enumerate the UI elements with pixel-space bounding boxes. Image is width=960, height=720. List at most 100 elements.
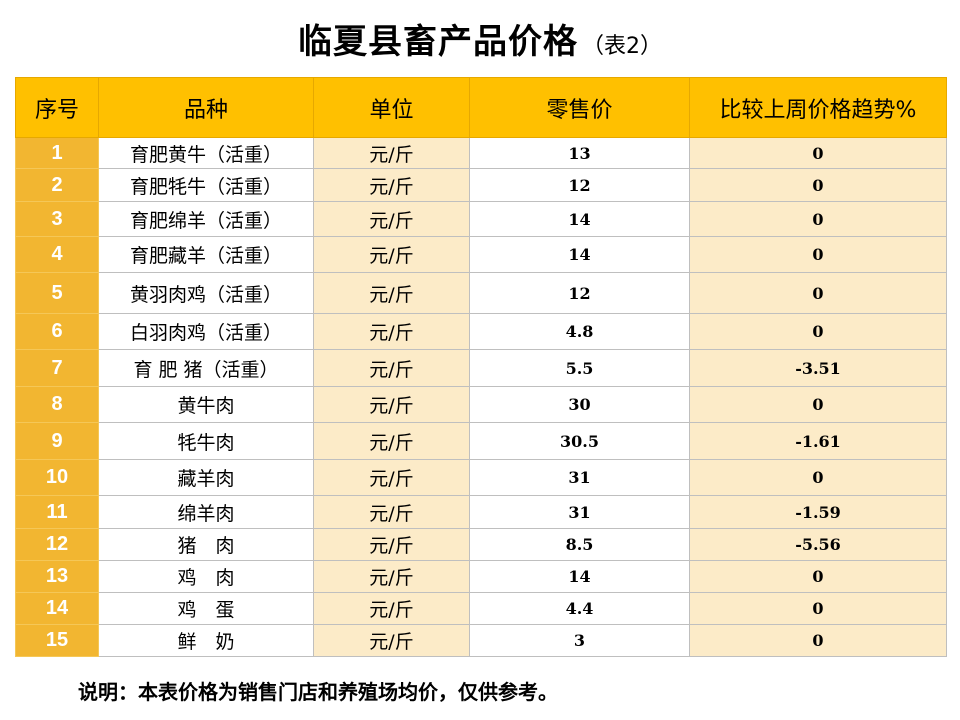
price-table: 序号 品种 单位 零售价 比较上周价格趋势% 1 育肥黄牛（活重） 元/斤 13 0 2 育… [15, 77, 947, 657]
row-price: 30.5 [469, 422, 690, 460]
table-body: 1 育肥黄牛（活重） 元/斤 13 0 2 育肥牦牛（活重） 元/斤 12 0 3 育肥绵羊（活重）元… [15, 137, 947, 657]
table-row: 6 白羽肉鸡（活重） 元/斤 4.8 0 [15, 313, 947, 350]
row-price: 12 [469, 272, 690, 314]
table-row: 8 黄牛肉 元/斤 30 0 [15, 386, 947, 423]
row-item: 育肥黄牛（活重） [98, 137, 314, 169]
row-item: 黄牛肉 [98, 386, 314, 423]
row-change: 0 [689, 386, 947, 423]
row-change: 0 [689, 272, 947, 314]
row-item: 鲜 奶 [98, 624, 314, 657]
row-change: -3.51 [689, 349, 947, 387]
title-block: 临夏县畜产品价格 （表2） [0, 14, 960, 63]
row-price: 4.4 [469, 592, 690, 625]
row-item: 牦牛肉 [98, 422, 314, 460]
row-index: 14 [15, 592, 99, 625]
row-index: 3 [15, 201, 99, 237]
row-price: 5.5 [469, 349, 690, 387]
row-item: 白羽肉鸡（活重） [98, 313, 314, 350]
row-price: 3 [469, 624, 690, 657]
row-price: 14 [469, 201, 690, 237]
table-row: 9 牦牛肉 元/斤 30.5 -1.61 [15, 422, 947, 460]
header-item: 品种 [98, 77, 314, 138]
table-row: 4 育肥藏羊（活重） 元/斤 14 0 [15, 236, 947, 273]
row-item: 猪 肉 [98, 528, 314, 561]
row-index: 15 [15, 624, 99, 657]
row-index: 6 [15, 313, 99, 350]
row-unit: 元/斤 [313, 592, 470, 625]
table-row: 10 藏羊肉 元/斤 31 0 [15, 459, 947, 496]
row-unit: 元/斤 [313, 528, 470, 561]
row-unit: 元/斤 [313, 236, 470, 273]
table-row: 13 鸡 肉元/斤 14 0 [15, 560, 947, 593]
row-unit: 元/斤 [313, 386, 470, 423]
table-row: 12 猪 肉元/斤 8.5 -5.56 [15, 528, 947, 561]
row-change: 0 [689, 137, 947, 169]
table-row: 14 鸡 蛋元/斤 4.4 0 [15, 592, 947, 625]
row-change: -1.59 [689, 495, 947, 529]
row-price: 30 [469, 386, 690, 423]
row-change: -1.61 [689, 422, 947, 460]
row-item: 育肥绵羊（活重） [98, 201, 314, 237]
row-index: 11 [15, 495, 99, 529]
row-index: 13 [15, 560, 99, 593]
row-index: 9 [15, 422, 99, 460]
row-index: 2 [15, 168, 99, 202]
row-price: 8.5 [469, 528, 690, 561]
row-index: 1 [15, 137, 99, 169]
row-price: 13 [469, 137, 690, 169]
row-price: 12 [469, 168, 690, 202]
row-unit: 元/斤 [313, 422, 470, 460]
row-change: 0 [689, 201, 947, 237]
row-price: 31 [469, 495, 690, 529]
row-unit: 元/斤 [313, 168, 470, 202]
row-price: 4.8 [469, 313, 690, 350]
header-change: 比较上周价格趋势% [689, 77, 947, 138]
row-unit: 元/斤 [313, 313, 470, 350]
header-index: 序号 [15, 77, 99, 138]
table-row: 3 育肥绵羊（活重） 元/斤 14 0 [15, 201, 947, 237]
row-item: 鸡 蛋 [98, 592, 314, 625]
row-price: 31 [469, 459, 690, 496]
row-change: -5.56 [689, 528, 947, 561]
row-index: 4 [15, 236, 99, 273]
row-change: 0 [689, 459, 947, 496]
page-subtitle: （表2） [582, 34, 662, 59]
table-row: 5 黄羽肉鸡（活重） 元/斤 12 0 [15, 272, 947, 314]
page-title: 临夏县畜产品价格 [298, 22, 578, 62]
table-row: 15 鲜 奶元/斤 3 0 [15, 624, 947, 657]
row-change: 0 [689, 560, 947, 593]
table-row: 1 育肥黄牛（活重） 元/斤 13 0 [15, 137, 947, 169]
row-index: 5 [15, 272, 99, 314]
row-item: 育肥牦牛（活重） [98, 168, 314, 202]
row-price: 14 [469, 560, 690, 593]
row-unit: 元/斤 [313, 349, 470, 387]
row-unit: 元/斤 [313, 272, 470, 314]
row-unit: 元/斤 [313, 201, 470, 237]
row-unit: 元/斤 [313, 459, 470, 496]
row-item: 育 肥 猪（活重） [98, 349, 314, 387]
row-change: 0 [689, 624, 947, 657]
row-price: 14 [469, 236, 690, 273]
row-item: 鸡 肉 [98, 560, 314, 593]
row-item: 黄羽肉鸡（活重） [98, 272, 314, 314]
row-item: 育肥藏羊（活重） [98, 236, 314, 273]
row-item: 藏羊肉 [98, 459, 314, 496]
header-price: 零售价 [469, 77, 690, 138]
row-change: 0 [689, 592, 947, 625]
row-index: 10 [15, 459, 99, 496]
row-unit: 元/斤 [313, 137, 470, 169]
header-unit: 单位 [313, 77, 470, 138]
row-unit: 元/斤 [313, 624, 470, 657]
row-unit: 元/斤 [313, 560, 470, 593]
row-index: 7 [15, 349, 99, 387]
header-row: 序号 品种 单位 零售价 比较上周价格趋势% [15, 77, 947, 138]
row-change: 0 [689, 168, 947, 202]
footnote: 说明：本表价格为销售门店和养殖场均价，仅供参考。 [78, 680, 558, 704]
row-index: 8 [15, 386, 99, 423]
row-item: 绵羊肉 [98, 495, 314, 529]
row-index: 12 [15, 528, 99, 561]
row-unit: 元/斤 [313, 495, 470, 529]
row-change: 0 [689, 313, 947, 350]
table-row: 2 育肥牦牛（活重） 元/斤 12 0 [15, 168, 947, 202]
